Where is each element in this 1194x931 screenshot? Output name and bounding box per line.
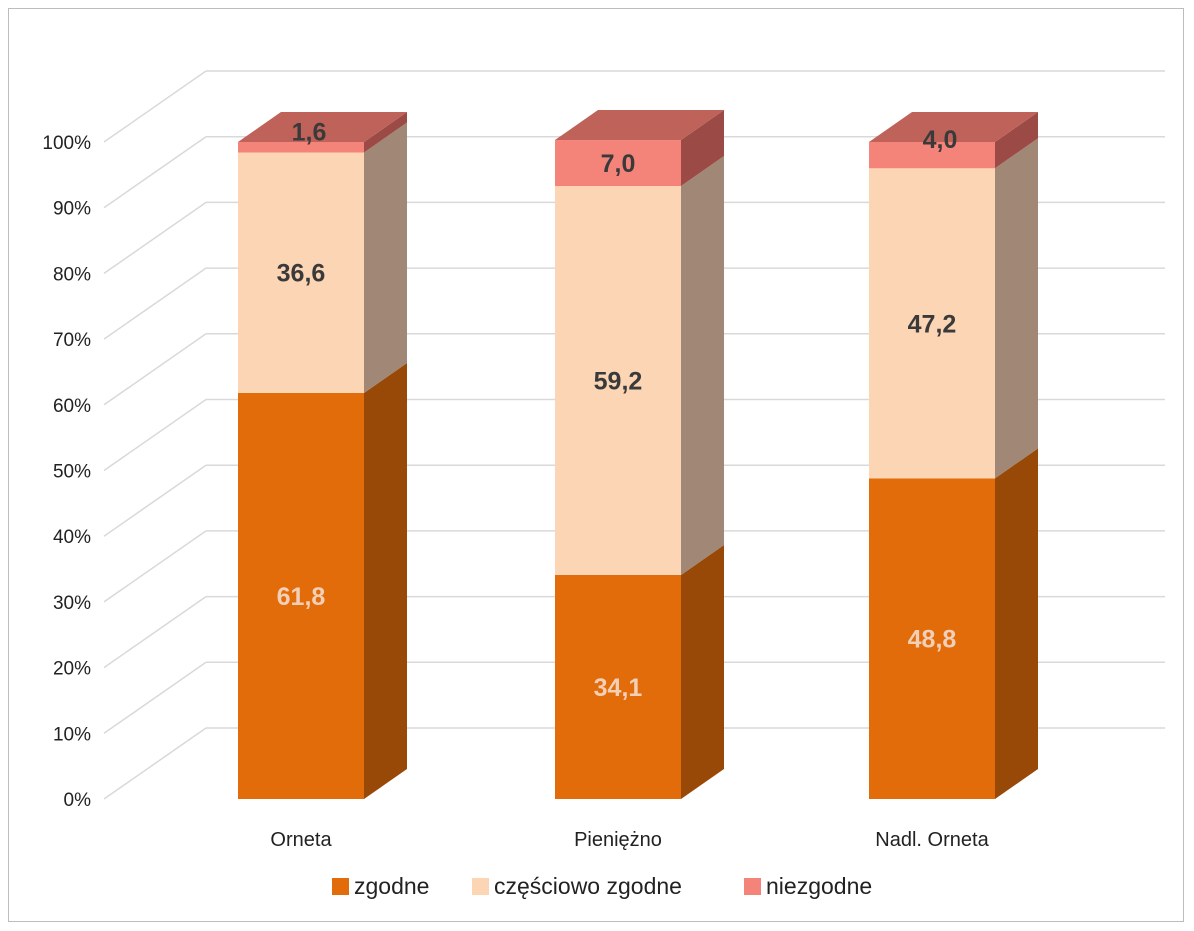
bar-side-pieniezno-zgodne [681,544,724,799]
bar-top-nadl-orneta-niezgodne [869,112,1038,142]
data-label-pieniezno-niezgodne: 7,0 [601,150,636,178]
bar-side-nadl-orneta-zgodne [995,448,1038,799]
data-label-nadl-orneta-zgodne: 48,8 [908,626,957,654]
legend-label-niezgodne: niezgodne [766,873,872,899]
bar-side-pieniezno-niezgodne [681,110,724,187]
legend-swatch-zgodne [332,878,349,895]
bar-side-orneta-niezgodne [364,112,407,153]
bar-side-nadl-orneta-niezgodne [995,112,1038,169]
legend-swatch-czesciowo-zgodne [472,878,489,895]
data-label-orneta-niezgodne: 1,6 [292,118,327,146]
bars [238,110,1038,799]
y-tick-label-4: 40% [53,527,91,548]
legend-label-zgodne: zgodne [354,873,429,899]
bar-side-orneta-czesciowo-zgodne [364,122,407,393]
category-label-pieniezno: Pieniężno [574,829,662,851]
y-tick-label-6: 60% [53,396,91,417]
bar-nadl-orneta-niezgodne [869,142,995,169]
y-tick-label-1: 10% [53,724,91,745]
bar-orneta-zgodne [238,392,364,799]
legend-swatch-niezgodne [744,878,761,895]
data-label-nadl-orneta-czesciowo-zgodne: 47,2 [908,310,957,338]
data-labels: 61,8 36,6 1,6 34,1 59,2 7,0 48,8 47,2 4,0 [277,118,958,702]
gridline-side-1 [103,661,207,734]
category-label-orneta: Orneta [270,829,332,851]
gridline-side-7 [103,267,207,340]
y-tick-label-9: 90% [53,199,91,220]
data-label-pieniezno-zgodne: 34,1 [594,674,643,702]
bar-side-orneta-zgodne [364,362,407,799]
bar-nadl-orneta-zgodne [869,478,995,799]
gridline-side-6 [103,333,207,406]
data-label-pieniezno-czesciowo-zgodne: 59,2 [594,367,643,395]
gridline-side-8 [103,201,207,275]
bar-side-nadl-orneta-czesciowo-zgodne [995,138,1038,479]
bar-top-orneta-niezgodne [238,112,407,142]
bar-orneta-czesciowo-zgodne [238,152,364,393]
gridline-side-9 [103,136,207,209]
y-axis-ticks: 0% 10% 20% 30% 40% 50% 60% 70% 80% 90% 100% [42,133,91,811]
legend: zgodne częściowo zgodne niezgodne [332,873,872,899]
bar-pieniezno-zgodne [555,574,681,799]
y-tick-label-2: 20% [53,659,91,680]
data-label-orneta-zgodne: 61,8 [277,583,326,611]
bar-side-pieniezno-czesciowo-zgodne [681,156,724,575]
stacked-bar-chart: 0% 10% 20% 30% 40% 50% 60% 70% 80% 90% 100% 61,8 36… [42,70,1165,899]
gridline-side-4 [103,464,207,537]
gridline-side-5 [103,398,207,472]
y-tick-label-8: 80% [53,264,91,285]
y-tick-label-10: 100% [42,133,91,154]
gridline-side-10 [103,70,207,143]
data-label-nadl-orneta-niezgodne: 4,0 [923,126,958,154]
y-tick-label-3: 30% [53,593,91,614]
bar-nadl-orneta-czesciowo-zgodne [869,168,995,479]
y-tick-label-7: 70% [53,330,91,351]
category-labels: Orneta Pieniężno Nadl. Orneta [270,829,989,851]
chart-frame: 0% 10% 20% 30% 40% 50% 60% 70% 80% 90% 100% 61,8 36… [8,8,1184,922]
legend-label-czesciowo-zgodne: częściowo zgodne [494,873,682,899]
bar-orneta-niezgodne [238,142,364,153]
y-tick-label-0: 0% [64,790,92,811]
bar-pieniezno-czesciowo-zgodne [555,186,681,575]
gridline-side-0 [103,727,207,800]
bar-pieniezno-niezgodne [555,140,681,187]
category-label-nadl-orneta: Nadl. Orneta [875,829,989,851]
bar-top-pieniezno-niezgodne [555,110,724,141]
gridline-side-2 [103,595,207,669]
bar-group-nadl-orneta [869,112,1038,799]
data-label-orneta-czesciowo-zgodne: 36,6 [277,260,326,288]
gridline-side-3 [103,530,207,603]
bar-group-pieniezno [555,110,724,799]
bar-group-orneta [238,112,407,799]
y-tick-label-5: 50% [53,462,91,483]
